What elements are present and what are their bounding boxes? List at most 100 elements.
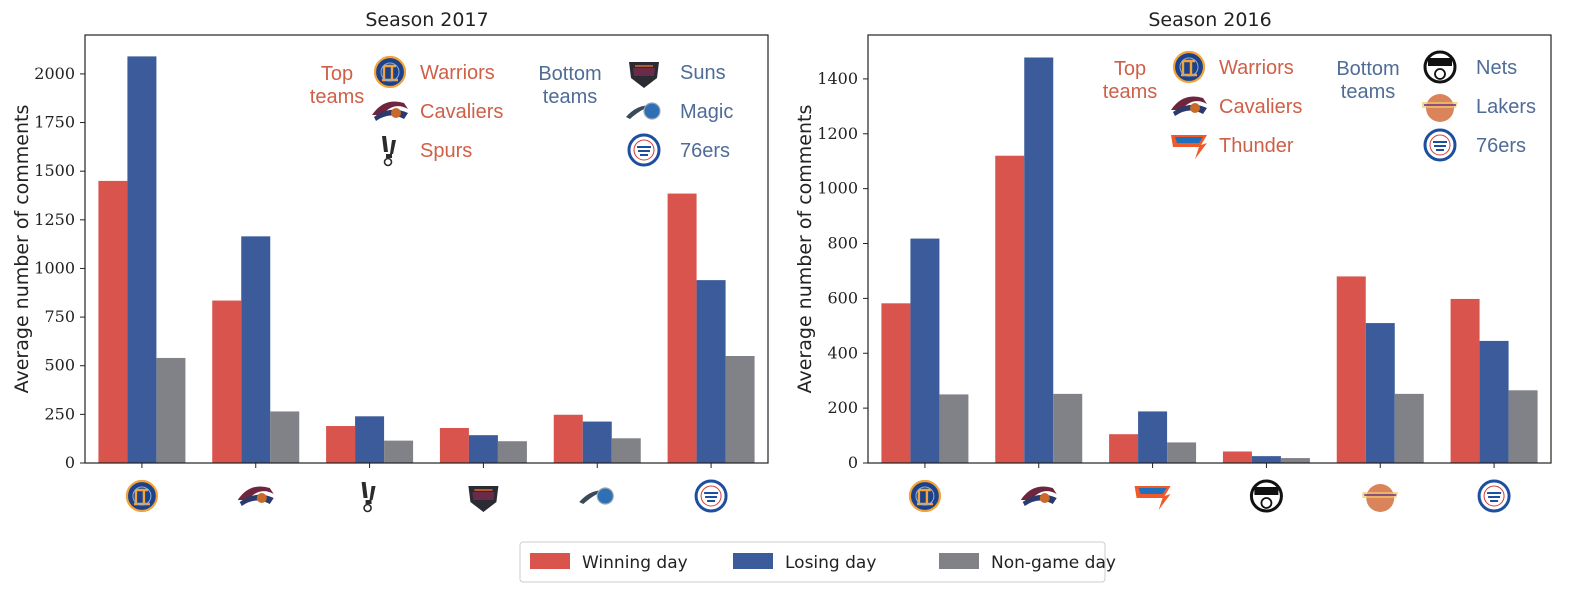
warriors-logo-icon	[1172, 50, 1206, 84]
thunder-logo-icon	[1134, 486, 1171, 510]
legend: Winning day Losing day Non-game day	[519, 541, 1116, 583]
y-tick-label: 1200	[817, 124, 858, 143]
y-axis-label: Average number of comments	[11, 105, 33, 394]
bar-nongame-nets	[1280, 458, 1310, 463]
bottom-teams-label: teams	[1341, 81, 1395, 103]
top-team-name: Warriors	[420, 62, 495, 84]
suns-logo-icon	[629, 62, 659, 88]
bar-winning-cavaliers	[212, 300, 242, 463]
76ers-logo-icon	[1477, 479, 1511, 513]
y-tick-label: 0	[65, 453, 75, 472]
warriors-logo-icon	[908, 479, 942, 513]
bar-nongame-magic	[611, 438, 641, 463]
bar-losing-magic	[582, 421, 612, 463]
chart-season-2017: Season 2017 Average number of comments 0 25…	[11, 9, 769, 513]
y-tick-label: 750	[44, 307, 75, 326]
legend-box	[519, 541, 1106, 583]
cavaliers-logo-icon	[372, 101, 408, 121]
y-axis-label: Average number of comments	[794, 105, 816, 394]
suns-logo-icon	[468, 486, 499, 512]
cavaliers-logo-icon	[237, 486, 274, 506]
76ers-logo-icon	[1423, 128, 1457, 162]
bar-losing-warriors	[127, 56, 157, 464]
top-team-name: Cavaliers	[1219, 96, 1302, 118]
76ers-logo-icon	[694, 479, 728, 513]
bar-winning-warriors	[881, 303, 911, 463]
plot-frame	[84, 34, 769, 464]
y-tick-label: 1000	[817, 179, 858, 198]
bar-losing-76ers	[1479, 340, 1509, 463]
lakers-logo-icon	[1362, 484, 1399, 512]
bar-winning-76ers	[1450, 298, 1480, 463]
bottom-team-name: Suns	[680, 62, 726, 84]
plot-frame	[867, 34, 1552, 464]
top-teams-label: teams	[310, 86, 364, 108]
bar-losing-nets	[1251, 456, 1281, 463]
cavaliers-logo-icon	[1020, 486, 1057, 506]
bar-losing-cavaliers	[241, 236, 271, 463]
lakers-logo-icon	[1422, 94, 1458, 122]
bar-losing-warriors	[910, 238, 940, 463]
team-annotation: TopteamsWarriorsCavaliersThunderBottomte…	[1103, 50, 1536, 162]
bottom-teams-label: Bottom	[538, 63, 601, 85]
magic-logo-icon	[579, 487, 614, 505]
top-teams-label: Top	[1114, 58, 1146, 80]
bar-nongame-cavaliers	[1053, 393, 1083, 463]
bars	[881, 57, 1538, 463]
bottom-team-name: Nets	[1476, 57, 1517, 79]
y-tick-label: 1500	[34, 161, 75, 180]
team-annotation: TopteamsWarriorsCavaliersSpursBottomteam…	[310, 55, 733, 167]
legend-swatch-winning	[530, 553, 570, 569]
legend-label: Losing day	[785, 553, 876, 573]
bar-winning-nets	[1222, 451, 1252, 463]
bottom-teams-label: Bottom	[1336, 58, 1399, 80]
y-tick-label: 400	[827, 343, 858, 362]
y-tick-label: 1750	[34, 113, 75, 132]
top-team-name: Spurs	[420, 140, 472, 162]
bar-losing-thunder	[1138, 411, 1168, 463]
bottom-team-name: Lakers	[1476, 96, 1536, 118]
bar-winning-thunder	[1109, 434, 1139, 463]
76ers-logo-icon	[627, 133, 661, 167]
chart-title: Season 2016	[1148, 9, 1271, 31]
bar-nongame-76ers	[1508, 390, 1538, 463]
legend-swatch-nongame	[939, 553, 979, 569]
bar-winning-lakers	[1336, 276, 1366, 463]
y-tick-label: 250	[44, 404, 75, 423]
bar-losing-cavaliers	[1024, 57, 1054, 463]
bar-losing-spurs	[355, 416, 385, 463]
thunder-logo-icon	[1171, 135, 1207, 159]
legend-swatch-losing	[733, 553, 773, 569]
bar-nongame-cavaliers	[270, 411, 300, 463]
bar-winning-spurs	[326, 426, 356, 463]
y-tick-label: 200	[827, 398, 858, 417]
bar-winning-76ers	[667, 193, 697, 463]
y-tick-label: 1250	[34, 210, 75, 229]
bar-nongame-warriors	[156, 357, 186, 463]
bottom-team-name: 76ers	[1476, 135, 1526, 157]
warriors-logo-icon	[373, 55, 407, 89]
nets-logo-icon	[1423, 50, 1457, 84]
bar-losing-76ers	[696, 280, 726, 463]
nets-logo-icon	[1249, 479, 1283, 513]
cavaliers-logo-icon	[1171, 96, 1207, 116]
chart-season-2016: Season 2016 Average number of comments 0 20…	[794, 9, 1552, 513]
y-tick-label: 1400	[817, 69, 858, 88]
top-teams-label: teams	[1103, 81, 1157, 103]
y-tick-label: 0	[848, 453, 858, 472]
spurs-logo-icon	[361, 482, 376, 513]
y-tick-label: 500	[44, 356, 75, 375]
bottom-teams-label: teams	[543, 86, 597, 108]
bottom-team-name: 76ers	[680, 140, 730, 162]
bar-nongame-thunder	[1167, 442, 1197, 463]
y-tick-label: 1000	[34, 258, 75, 277]
chart-title: Season 2017	[365, 9, 488, 31]
y-tick-label: 800	[827, 234, 858, 253]
top-team-name: Thunder	[1219, 135, 1294, 157]
top-team-name: Warriors	[1219, 57, 1294, 79]
bottom-team-name: Magic	[680, 101, 733, 123]
y-tick-label: 600	[827, 288, 858, 307]
bar-losing-suns	[468, 435, 498, 463]
top-team-name: Cavaliers	[420, 101, 503, 123]
